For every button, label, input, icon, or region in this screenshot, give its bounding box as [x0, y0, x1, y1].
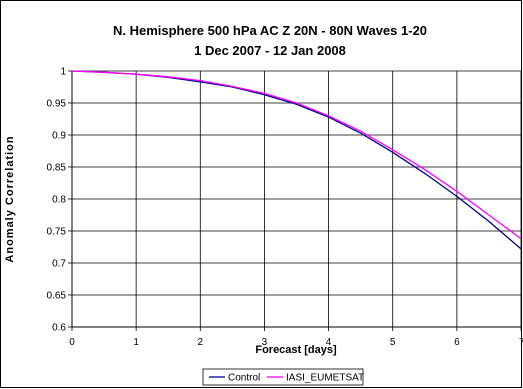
x-tick-label: 4 [326, 337, 332, 348]
x-tick-label: 7 [519, 337, 523, 348]
y-tick-label: 0.8 [52, 195, 66, 206]
x-tick-label: 3 [262, 337, 268, 348]
y-tick-label: 0.95 [47, 99, 67, 110]
legend-label: Control [228, 373, 260, 384]
x-tick-label: 2 [198, 337, 204, 348]
legend: Control IASI_EUMETSAT [202, 368, 364, 386]
y-tick-label: 0.85 [47, 163, 67, 174]
legend-label: IASI_EUMETSAT [286, 373, 364, 384]
y-tick-label: 0.75 [47, 227, 67, 238]
plot-area: 0.6 0.65 0.7 0.75 0.8 0.85 0.9 0.95 1 0 1 2 3 4 5 6 7 [47, 67, 523, 349]
y-tick-label: 0.7 [52, 259, 66, 270]
y-tick-label: 1 [60, 67, 66, 78]
series-line-iasi-eumetsat [71, 70, 522, 240]
y-tick-label: 0.6 [52, 323, 66, 334]
y-axis-label: Anomaly Correlation [4, 135, 16, 262]
y-tick-label: 0.9 [52, 131, 66, 142]
y-tick-label: 0.65 [47, 291, 67, 302]
x-tick-label: 5 [390, 337, 396, 348]
x-axis-label: Forecast [days] [255, 344, 337, 356]
chart-subtitle: 1 Dec 2007 - 12 Jan 2008 [194, 43, 346, 58]
chart-title: N. Hemisphere 500 hPa AC Z 20N - 80N Wav… [113, 23, 427, 38]
x-tick-label: 1 [133, 337, 139, 348]
x-tick-label: 0 [69, 337, 75, 348]
x-tick-label: 6 [454, 337, 460, 348]
